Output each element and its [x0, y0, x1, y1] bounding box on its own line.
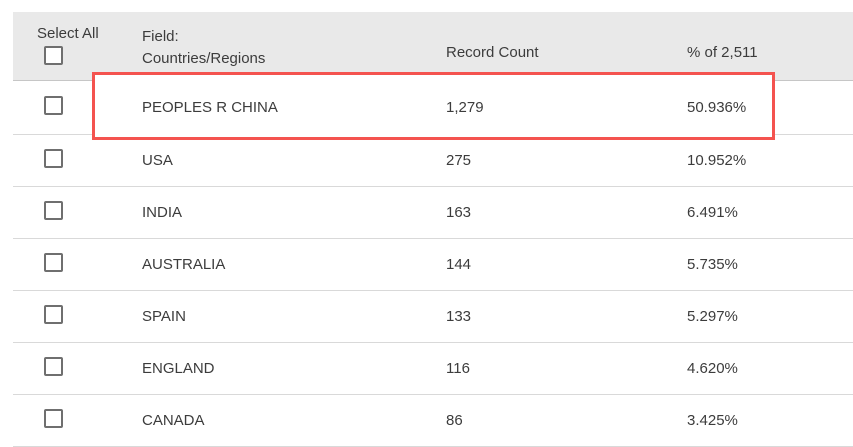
- highlight-annotation-box: [92, 72, 775, 140]
- select-all-label: Select All: [37, 25, 99, 42]
- country-name-cell: INDIA: [142, 204, 183, 221]
- country-name-cell: SPAIN: [142, 308, 186, 325]
- field-header-cell: Field: Countries/Regions: [142, 12, 446, 80]
- percent-cell: 50.936%: [687, 99, 747, 116]
- record-count-cell: 116: [446, 360, 470, 377]
- percent-label: % of 2,511: [687, 44, 758, 61]
- record-count-header-cell: Record Count: [446, 12, 687, 80]
- record-count-cell: 275: [446, 152, 472, 169]
- percent-cell: 6.491%: [687, 204, 738, 221]
- select-all-checkbox[interactable]: [44, 46, 63, 65]
- percent-cell: 3.425%: [687, 412, 738, 429]
- country-name-cell: USA: [142, 152, 173, 169]
- row-checkbox-cell: [13, 253, 142, 276]
- percent-cell: 10.952%: [687, 152, 747, 169]
- table-body: PEOPLES R CHINA 1,279 50.936% USA 275 10…: [13, 81, 853, 447]
- percent-header-cell: % of 2,511: [687, 12, 853, 80]
- field-name: Countries/Regions: [142, 50, 266, 67]
- country-name-cell: ENGLAND: [142, 360, 215, 377]
- row-checkbox-cell: [13, 305, 142, 328]
- record-count-cell: 1,279: [446, 99, 484, 116]
- row-checkbox[interactable]: [44, 201, 63, 220]
- table-row: INDIA 163 6.491%: [13, 187, 853, 239]
- record-count-cell: 133: [446, 308, 472, 325]
- row-checkbox-cell: [13, 96, 142, 119]
- row-checkbox[interactable]: [44, 305, 63, 324]
- percent-cell: 4.620%: [687, 360, 738, 377]
- row-checkbox[interactable]: [44, 409, 63, 428]
- table-header-row: Select All Field: Countries/Regions Reco…: [13, 12, 853, 81]
- row-checkbox[interactable]: [44, 96, 63, 115]
- countries-regions-table: Select All Field: Countries/Regions Reco…: [13, 12, 853, 447]
- row-checkbox[interactable]: [44, 357, 63, 376]
- table-row: AUSTRALIA 144 5.735%: [13, 239, 853, 291]
- record-count-cell: 163: [446, 204, 472, 221]
- country-name-cell: AUSTRALIA: [142, 256, 226, 273]
- record-count-cell: 86: [446, 412, 463, 429]
- country-name-cell: CANADA: [142, 412, 205, 429]
- record-count-label: Record Count: [446, 44, 539, 61]
- table-row: CANADA 86 3.425%: [13, 395, 853, 447]
- row-checkbox-cell: [13, 149, 142, 172]
- row-checkbox-cell: [13, 201, 142, 224]
- table-row: USA 275 10.952%: [13, 135, 853, 187]
- select-all-cell: Select All: [13, 12, 142, 80]
- country-name-cell: PEOPLES R CHINA: [142, 99, 278, 116]
- table-row: ENGLAND 116 4.620%: [13, 343, 853, 395]
- row-checkbox[interactable]: [44, 149, 63, 168]
- row-checkbox-cell: [13, 409, 142, 432]
- field-label: Field:: [142, 28, 179, 45]
- table-row: PEOPLES R CHINA 1,279 50.936%: [13, 81, 853, 135]
- percent-cell: 5.735%: [687, 256, 738, 273]
- record-count-cell: 144: [446, 256, 472, 273]
- table-row: SPAIN 133 5.297%: [13, 291, 853, 343]
- row-checkbox-cell: [13, 357, 142, 380]
- row-checkbox[interactable]: [44, 253, 63, 272]
- percent-cell: 5.297%: [687, 308, 738, 325]
